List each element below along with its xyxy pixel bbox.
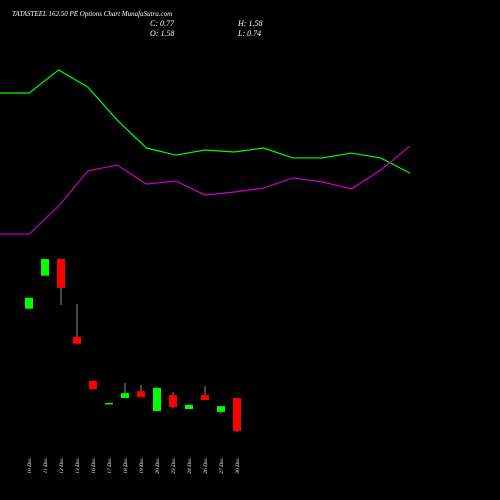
x-tick-label: 17 Dec — [107, 457, 113, 473]
stat-label: L: — [237, 29, 245, 38]
chart-title: TATASTEEL 162.50 PE Options Chart Munafa… — [12, 10, 172, 18]
stat-label: C: — [150, 19, 158, 28]
indicator-line — [0, 69, 411, 174]
candle-body — [185, 404, 193, 410]
x-tick-label: 23 Dec — [171, 457, 177, 473]
candle-body — [73, 336, 81, 344]
candle-body — [121, 393, 129, 399]
candle-body — [201, 395, 209, 401]
candle-body — [233, 398, 241, 432]
candle-body — [41, 258, 49, 276]
stat: H: 1.58 — [237, 19, 262, 28]
indicator-line — [0, 145, 411, 235]
candle-body — [137, 391, 145, 398]
candle-body — [25, 297, 33, 309]
stat-value: 0.77 — [160, 19, 175, 28]
stat-label: O: — [150, 29, 159, 38]
x-tick-label: 26 Dec — [203, 457, 209, 473]
x-tick-label: 18 Dec — [123, 457, 129, 473]
candle-body — [217, 406, 225, 412]
candle-body — [57, 258, 65, 288]
stat: O: 1.58 — [150, 29, 174, 38]
candle-body — [153, 387, 161, 412]
stat-value: 1.58 — [248, 19, 262, 28]
candle-body — [89, 380, 97, 390]
x-tick-label: 19 Dec — [139, 457, 145, 473]
x-tick-label: 27 Dec — [219, 457, 225, 473]
stat-value: 1.58 — [160, 29, 174, 38]
x-tick-label: 16 Dec — [91, 457, 97, 473]
x-tick-label: 12 Dec — [59, 457, 65, 473]
candle-body — [105, 402, 113, 405]
stat: C: 0.77 — [150, 19, 175, 28]
stat-label: H: — [237, 19, 247, 28]
stat: L: 0.74 — [237, 29, 261, 38]
x-tick-label: 24 Dec — [186, 457, 193, 473]
x-tick-label: 30 Dec — [235, 457, 241, 474]
candle-body — [169, 395, 177, 407]
x-tick-label: 20 Dec — [155, 457, 161, 473]
x-tick-label: 13 Dec — [75, 457, 81, 473]
x-tick-label: 10 Dec — [27, 457, 33, 473]
stat-value: 0.74 — [247, 29, 261, 38]
x-tick-label: 11 Dec — [43, 457, 49, 473]
